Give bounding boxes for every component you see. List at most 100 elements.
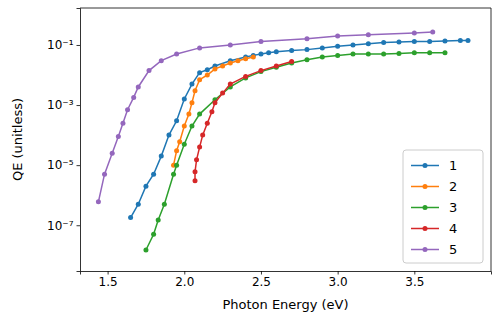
series-point bbox=[131, 95, 136, 100]
legend-marker bbox=[423, 226, 428, 231]
series-point bbox=[197, 112, 202, 117]
y-tick-mark bbox=[77, 45, 81, 46]
x-axis-line bbox=[81, 272, 492, 275]
series-point bbox=[193, 178, 198, 183]
series-point bbox=[427, 39, 432, 44]
series-point bbox=[412, 39, 417, 44]
series-point bbox=[220, 63, 225, 68]
series-point bbox=[335, 33, 340, 38]
series-point bbox=[189, 124, 194, 129]
series-point bbox=[120, 121, 125, 126]
x-tick-mark bbox=[414, 271, 415, 275]
series-point bbox=[304, 36, 309, 41]
y-axis-title: QE (unitless) bbox=[10, 98, 25, 181]
series-point bbox=[186, 112, 191, 117]
series-point bbox=[258, 68, 263, 73]
series-point bbox=[162, 202, 167, 207]
series-point bbox=[396, 51, 401, 56]
series-point bbox=[274, 49, 279, 54]
series-point bbox=[266, 50, 271, 55]
series-point bbox=[235, 58, 240, 63]
series-point bbox=[220, 91, 225, 96]
series-point bbox=[304, 47, 309, 52]
series-point bbox=[96, 199, 101, 204]
x-tick-label: 1.5 bbox=[99, 275, 118, 289]
series-point bbox=[182, 142, 187, 147]
x-axis: 1.5 2.0 2.5 3.0 3.5 bbox=[81, 271, 492, 289]
legend-marker bbox=[423, 205, 428, 210]
series-point bbox=[143, 247, 148, 252]
series-point bbox=[197, 45, 202, 50]
x-tick-label: 2.5 bbox=[252, 275, 271, 289]
series-point bbox=[209, 109, 214, 114]
series-point bbox=[228, 42, 233, 47]
legend-label: 1 bbox=[449, 158, 457, 173]
series-point bbox=[147, 68, 152, 73]
series-point bbox=[458, 38, 463, 43]
x-tick-mark bbox=[108, 271, 109, 275]
series-point bbox=[304, 57, 309, 62]
chart: 1.52.02.53.03.510⁻⁷10⁻⁵10⁻³10⁻¹Photon En… bbox=[0, 0, 500, 333]
x-tick: 2.0 bbox=[175, 271, 194, 289]
frame-right bbox=[491, 8, 492, 271]
frame-top bbox=[80, 8, 491, 9]
series-point bbox=[412, 31, 417, 36]
legend: 12345 bbox=[403, 150, 483, 263]
x-tick-label: 3.0 bbox=[329, 275, 348, 289]
series-point bbox=[212, 66, 217, 71]
series-point bbox=[258, 69, 263, 74]
legend-label: 5 bbox=[449, 242, 457, 257]
series-point bbox=[465, 38, 470, 43]
series-point bbox=[156, 217, 161, 222]
series-line bbox=[98, 32, 432, 202]
series-point bbox=[197, 70, 202, 75]
series-point bbox=[102, 172, 107, 177]
x-tick-mark bbox=[338, 271, 339, 275]
y-tick-label: 10⁻⁵ bbox=[47, 158, 74, 172]
series-point bbox=[335, 53, 340, 58]
series-point bbox=[274, 63, 279, 68]
x-tick-mark bbox=[184, 271, 185, 275]
x-tick-label: 3.5 bbox=[405, 275, 424, 289]
series-point bbox=[442, 50, 447, 55]
legend-marker bbox=[423, 247, 428, 252]
series-point bbox=[243, 56, 248, 61]
series-point bbox=[189, 100, 194, 105]
series-point bbox=[427, 50, 432, 55]
y-axis: 10⁻⁷10⁻⁵10⁻³10⁻¹ bbox=[47, 9, 80, 272]
y-tick: 10⁻¹ bbox=[47, 38, 80, 52]
series-point bbox=[430, 30, 435, 35]
series-point bbox=[189, 82, 194, 87]
x-tick: 2.5 bbox=[252, 271, 271, 289]
y-tick: 10⁻⁵ bbox=[47, 158, 80, 172]
series-point bbox=[136, 202, 141, 207]
legend-label: 2 bbox=[449, 179, 457, 194]
series-point bbox=[205, 67, 210, 72]
series-point bbox=[366, 41, 371, 46]
series-point bbox=[366, 32, 371, 37]
series-point bbox=[243, 74, 248, 79]
y-tick-label: 10⁻⁷ bbox=[47, 219, 74, 233]
series-point bbox=[289, 59, 294, 64]
series-point bbox=[116, 134, 121, 139]
series-point bbox=[335, 44, 340, 49]
legend-marker bbox=[423, 184, 428, 189]
series-line bbox=[146, 53, 445, 250]
series-point bbox=[151, 172, 156, 177]
series-point bbox=[205, 121, 210, 126]
series-point bbox=[182, 96, 187, 101]
series-point bbox=[396, 40, 401, 45]
series-point bbox=[350, 52, 355, 57]
series-point bbox=[289, 48, 294, 53]
series-point bbox=[136, 84, 141, 89]
series-point bbox=[110, 151, 115, 156]
series-point bbox=[193, 88, 198, 93]
series-point bbox=[251, 54, 256, 59]
series-point bbox=[228, 82, 233, 87]
series-point bbox=[159, 58, 164, 63]
series-point bbox=[159, 154, 164, 159]
series-point bbox=[320, 45, 325, 50]
series-point bbox=[197, 77, 202, 82]
legend-marker bbox=[423, 163, 428, 168]
y-axis-line bbox=[77, 9, 81, 272]
